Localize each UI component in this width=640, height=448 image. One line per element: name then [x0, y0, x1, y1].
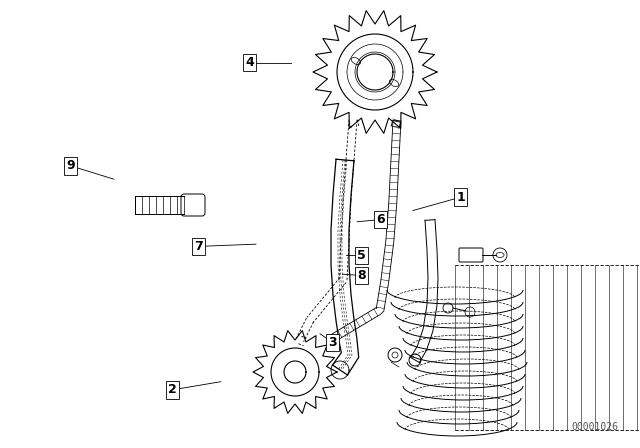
Text: 6: 6: [376, 213, 385, 226]
Text: 4: 4: [245, 56, 254, 69]
Text: 2: 2: [168, 383, 177, 396]
Text: 9: 9: [66, 159, 75, 172]
Text: 3: 3: [328, 336, 337, 349]
Text: 8: 8: [357, 269, 366, 282]
Text: 7: 7: [194, 240, 203, 253]
Text: 00001026: 00001026: [571, 422, 618, 432]
Text: 5: 5: [357, 249, 366, 262]
Text: 1: 1: [456, 190, 465, 204]
